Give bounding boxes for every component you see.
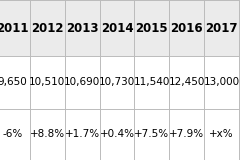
- Text: 9,650: 9,650: [0, 77, 27, 87]
- Text: 2015: 2015: [136, 21, 168, 35]
- Text: 11,540: 11,540: [134, 77, 170, 87]
- Text: 2011: 2011: [0, 21, 29, 35]
- Bar: [0, 0, 240, 56]
- Text: +1.7%: +1.7%: [65, 129, 100, 139]
- Text: 2013: 2013: [66, 21, 98, 35]
- Text: +x%: +x%: [209, 129, 234, 139]
- Text: +7.9%: +7.9%: [169, 129, 204, 139]
- Bar: [0, 56, 240, 109]
- Text: +0.4%: +0.4%: [100, 129, 134, 139]
- Text: 2016: 2016: [170, 21, 203, 35]
- Text: 13,000: 13,000: [203, 77, 240, 87]
- Text: 2014: 2014: [101, 21, 133, 35]
- Text: +8.8%: +8.8%: [30, 129, 65, 139]
- Text: +7.5%: +7.5%: [134, 129, 169, 139]
- Text: 12,450: 12,450: [168, 77, 205, 87]
- Text: 10,730: 10,730: [99, 77, 135, 87]
- Text: 2012: 2012: [31, 21, 64, 35]
- Text: 10,690: 10,690: [64, 77, 100, 87]
- Text: -6%: -6%: [2, 129, 23, 139]
- Bar: [0, 109, 240, 160]
- Text: 2017: 2017: [205, 21, 238, 35]
- Text: 10,510: 10,510: [29, 77, 66, 87]
